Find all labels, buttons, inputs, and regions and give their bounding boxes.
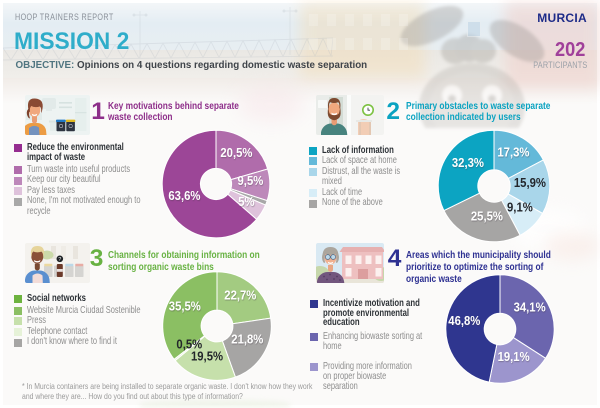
svg-text:22,7%: 22,7% — [224, 287, 256, 302]
svg-text:15,9%: 15,9% — [514, 175, 546, 190]
svg-text:17,3%: 17,3% — [497, 144, 529, 159]
svg-text:20,5%: 20,5% — [220, 145, 252, 160]
svg-text:35,5%: 35,5% — [168, 298, 200, 313]
svg-text:63,6%: 63,6% — [168, 188, 200, 203]
svg-text:46,8%: 46,8% — [449, 313, 481, 328]
svg-text:9,5%: 9,5% — [237, 173, 263, 188]
svg-text:25,5%: 25,5% — [471, 208, 503, 223]
svg-text:0,5%: 0,5% — [176, 336, 202, 351]
svg-text:34,1%: 34,1% — [514, 299, 546, 314]
svg-text:5%: 5% — [238, 194, 254, 209]
svg-text:?: ? — [58, 257, 61, 263]
svg-text:21,8%: 21,8% — [231, 331, 263, 346]
svg-text:19,5%: 19,5% — [191, 348, 223, 363]
svg-text:9,1%: 9,1% — [507, 199, 533, 214]
svg-text:32,3%: 32,3% — [452, 155, 484, 170]
svg-text:19,1%: 19,1% — [498, 349, 530, 364]
